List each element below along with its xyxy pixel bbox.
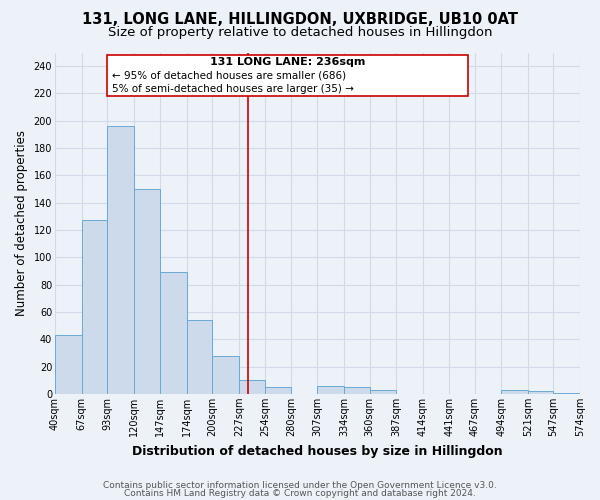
Bar bbox=[134, 189, 160, 394]
Text: 131 LONG LANE: 236sqm: 131 LONG LANE: 236sqm bbox=[210, 56, 365, 66]
Bar bbox=[187, 320, 212, 394]
Y-axis label: Number of detached properties: Number of detached properties bbox=[15, 130, 28, 316]
Bar bbox=[502, 390, 528, 394]
FancyBboxPatch shape bbox=[107, 55, 468, 96]
Bar bbox=[528, 391, 553, 394]
Bar bbox=[553, 392, 580, 394]
Bar bbox=[317, 386, 344, 394]
Text: ← 95% of detached houses are smaller (686): ← 95% of detached houses are smaller (68… bbox=[112, 70, 346, 81]
Bar bbox=[344, 387, 370, 394]
Text: 5% of semi-detached houses are larger (35) →: 5% of semi-detached houses are larger (3… bbox=[112, 84, 354, 94]
Bar bbox=[239, 380, 265, 394]
Text: Size of property relative to detached houses in Hillingdon: Size of property relative to detached ho… bbox=[108, 26, 492, 39]
Text: Contains HM Land Registry data © Crown copyright and database right 2024.: Contains HM Land Registry data © Crown c… bbox=[124, 488, 476, 498]
Text: 131, LONG LANE, HILLINGDON, UXBRIDGE, UB10 0AT: 131, LONG LANE, HILLINGDON, UXBRIDGE, UB… bbox=[82, 12, 518, 28]
Bar bbox=[82, 220, 107, 394]
Text: Contains public sector information licensed under the Open Government Licence v3: Contains public sector information licen… bbox=[103, 481, 497, 490]
X-axis label: Distribution of detached houses by size in Hillingdon: Distribution of detached houses by size … bbox=[132, 444, 503, 458]
Bar bbox=[107, 126, 134, 394]
Bar bbox=[212, 356, 239, 394]
Bar bbox=[160, 272, 187, 394]
Bar bbox=[370, 390, 396, 394]
Bar bbox=[55, 335, 82, 394]
Bar bbox=[265, 387, 291, 394]
